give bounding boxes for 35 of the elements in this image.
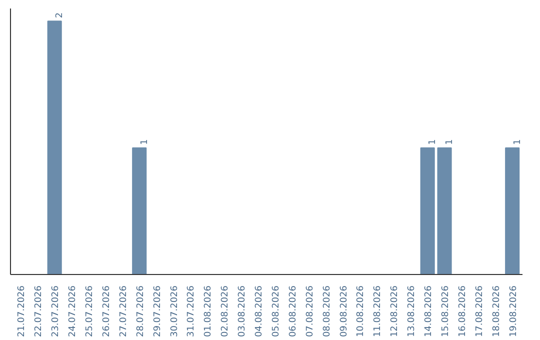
x-tick-label: 08.08.2026 (322, 285, 332, 338)
x-tick-label: 21.07.2026 (17, 285, 28, 338)
x-tick-label: 14.08.2026 (424, 285, 434, 338)
x-tick-label: 04.08.2026 (254, 285, 265, 338)
x-tick-label: 23.07.2026 (51, 285, 62, 338)
x-tick-label: 15.08.2026 (441, 285, 452, 338)
x-tick-label: 12.08.2026 (390, 285, 400, 338)
x-tick-label: 01.08.2026 (204, 285, 214, 338)
x-tick-label: 17.08.2026 (474, 285, 485, 338)
x-tick-label: 02.08.2026 (220, 285, 231, 338)
x-tick-label: 03.08.2026 (238, 285, 248, 338)
x-tick-label: 18.08.2026 (492, 285, 502, 338)
x-tick-label: 09.08.2026 (339, 285, 350, 338)
x-tick-label: 29.07.2026 (152, 285, 163, 338)
x-tick-label: 11.08.2026 (373, 285, 384, 338)
x-tick-label: 26.07.2026 (102, 285, 112, 338)
x-tick-label: 05.08.2026 (271, 285, 282, 338)
x-tick-label: 06.08.2026 (288, 285, 298, 338)
x-tick-label: 24.07.2026 (68, 285, 78, 338)
data-label: 1 (428, 139, 438, 145)
x-tick-label: 22.07.2026 (34, 285, 44, 338)
x-tick-label: 25.07.2026 (84, 285, 95, 338)
x-tick-label: 13.08.2026 (407, 285, 418, 338)
x-tick-label: 30.07.2026 (170, 285, 180, 338)
x-tick-label: 27.07.2026 (118, 285, 129, 338)
x-tick-label: 19.08.2026 (508, 285, 519, 338)
x-tick-label: 10.08.2026 (356, 285, 366, 338)
data-label: 1 (140, 139, 150, 145)
x-tick-label: 07.08.2026 (305, 285, 316, 338)
x-tick-label: 28.07.2026 (136, 285, 146, 338)
data-label: 2 (55, 12, 66, 18)
x-tick-label: 16.08.2026 (458, 285, 468, 338)
data-label: 1 (445, 139, 456, 145)
x-tick-label: 31.07.2026 (186, 285, 197, 338)
data-label: 1 (512, 139, 523, 145)
